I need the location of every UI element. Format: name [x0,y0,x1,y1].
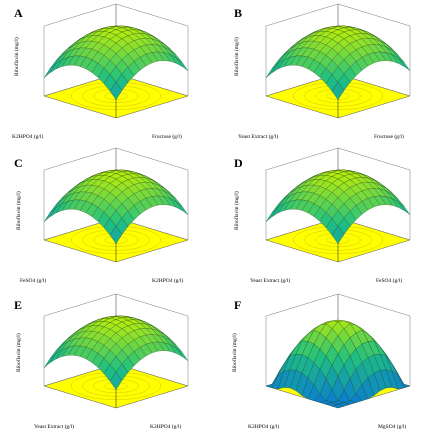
side-wall [115,3,189,97]
z-axis-label: Riboflavin (mg/l) [234,191,240,230]
surface-cell [265,63,279,78]
z-axis-label: Riboflavin (mg/l) [232,333,238,372]
surface-cell [43,353,57,368]
side-wall [115,293,189,387]
x-axis-label: FeSO4 (g/l) [20,278,47,284]
x-axis-label: Yeast Extract (g/l) [250,278,291,284]
panel-f: F Riboflavin (mg/l) K2HPO4 (g/l) MgSO4 (… [228,293,438,436]
z-axis-label: Riboflavin (mg/l) [14,37,20,76]
y-axis-label: MgSO4 (g/l) [378,424,407,430]
z-axis-label: Riboflavin (mg/l) [16,333,22,372]
y-axis-label: K2HPO4 (g/l) [150,424,182,430]
surface-cell [331,404,345,409]
surface-plot [265,3,411,119]
panel-a: A Riboflavin (mg/l) K2HPO4 (g/l) Fructos… [6,3,216,146]
x-axis-label: Yeast Extract (g/l) [34,424,75,430]
surface-plot [265,293,411,409]
panel-e: E Riboflavin (mg/l) Yeast Extract (g/l) … [6,293,216,436]
side-wall [115,147,189,241]
surface-cell [265,207,279,222]
x-axis-label: Yeast Extract (g/l) [238,134,279,140]
panel-b: B Riboflavin (mg/l) Yeast Extract (g/l) … [228,3,438,146]
surface-cell [43,63,57,78]
y-axis-label: K2HPO4 (g/l) [152,278,184,284]
panel-d: D Riboflavin (mg/l) Yeast Extract (g/l) … [228,147,438,290]
surface-cell [331,81,345,101]
panel-letter: E [14,298,23,312]
side-wall [337,147,411,241]
surface-cell [109,371,123,391]
surface-cell [109,225,123,245]
panel-letter: D [234,156,243,170]
x-axis-label: K2HPO4 (g/l) [248,424,280,430]
side-wall [337,3,411,97]
panel-letter: C [14,156,23,170]
surface-cell [331,225,345,245]
surface-plot [43,147,189,263]
surface-cell [109,81,123,101]
z-axis-label: Riboflavin (mg/l) [234,37,240,76]
panel-letter: A [14,6,23,20]
panel-letter: F [234,298,242,312]
y-axis-label: Fructose (g/l) [152,134,182,140]
panel-c: C Riboflavin (mg/l) FeSO4 (g/l) K2HPO4 (… [6,147,216,290]
y-axis-label: FeSO4 (g/l) [376,278,403,284]
surface-plot [43,3,189,119]
x-axis-label: K2HPO4 (g/l) [12,134,44,140]
y-axis-label: Fructose (g/l) [374,134,404,140]
z-axis-label: Riboflavin (mg/l) [16,191,22,230]
surface-plot [265,147,411,263]
surface-plot [43,293,189,409]
surface-cell [43,207,57,222]
panel-letter: B [234,6,243,20]
